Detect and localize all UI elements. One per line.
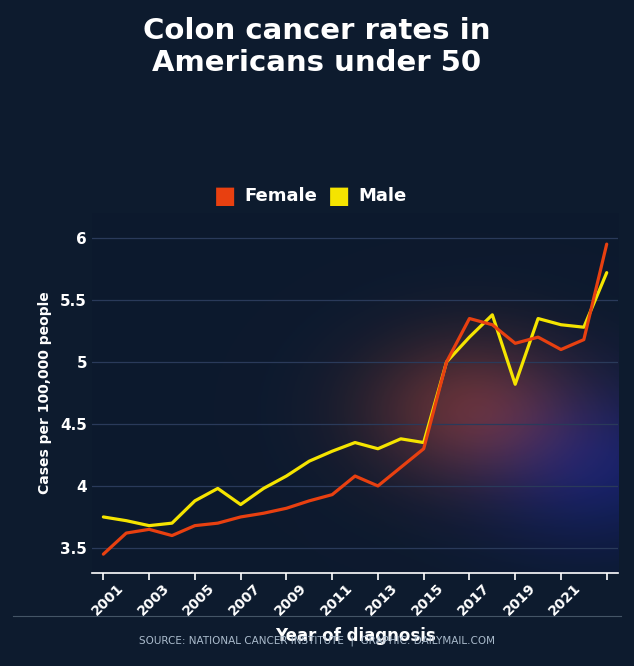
Text: Female: Female: [244, 187, 317, 206]
Text: Male: Male: [358, 187, 406, 206]
Text: Colon cancer rates in
Americans under 50: Colon cancer rates in Americans under 50: [143, 17, 491, 77]
Text: ■: ■: [214, 184, 236, 208]
Text: ■: ■: [328, 184, 351, 208]
Y-axis label: Cases per 100,000 people: Cases per 100,000 people: [38, 292, 52, 494]
X-axis label: Year of diagnosis: Year of diagnosis: [275, 627, 436, 645]
Text: SOURCE: NATIONAL CANCER INSTITUTE  |  GRAPHIC: DAILYMAIL.COM: SOURCE: NATIONAL CANCER INSTITUTE | GRAP…: [139, 635, 495, 646]
